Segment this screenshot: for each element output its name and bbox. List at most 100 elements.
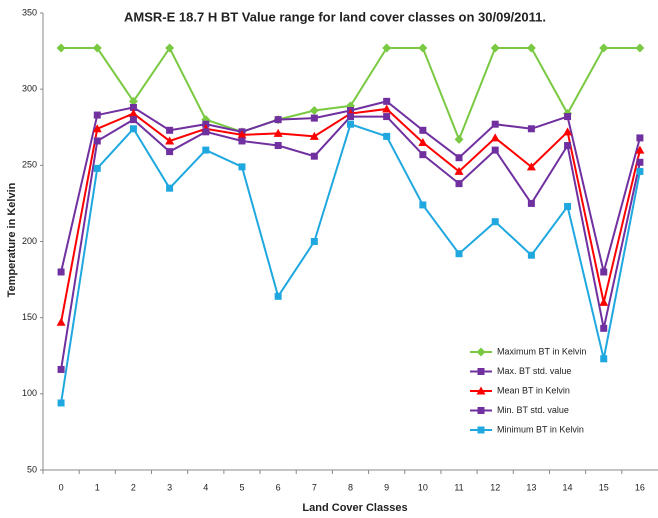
y-tick-label: 150 (22, 312, 37, 322)
point (128, 109, 138, 118)
point (383, 97, 391, 105)
point (477, 368, 485, 375)
point (309, 131, 319, 140)
x-tick-label: 9 (384, 482, 389, 492)
point (57, 399, 65, 407)
point (202, 120, 210, 128)
point (491, 218, 499, 226)
point (202, 146, 210, 154)
x-tick-label: 4 (203, 482, 208, 492)
point (526, 43, 536, 53)
point (476, 386, 486, 395)
point (491, 146, 499, 154)
legend-label: Mean BT in Kelvin (497, 385, 570, 395)
point (599, 297, 609, 306)
point (129, 125, 137, 133)
x-tick-label: 12 (490, 482, 500, 492)
point (93, 164, 101, 172)
legend-label: Maximum BT in Kelvin (497, 346, 586, 356)
point (273, 128, 283, 137)
point (600, 355, 608, 363)
x-tick-label: 10 (418, 482, 428, 492)
x-tick-label: 15 (599, 482, 609, 492)
point (383, 132, 391, 140)
point (129, 103, 137, 111)
x-tick-label: 11 (454, 482, 463, 492)
point (309, 105, 319, 115)
point (454, 166, 464, 175)
point (455, 250, 463, 258)
point (128, 96, 138, 106)
point (274, 116, 282, 124)
point (238, 137, 246, 145)
y-tick-label: 300 (22, 84, 37, 94)
series-line (60, 122, 641, 404)
point (165, 43, 175, 53)
point (310, 238, 318, 245)
point (476, 347, 486, 357)
point (57, 365, 65, 373)
point (490, 133, 500, 142)
point (129, 116, 137, 124)
point (57, 268, 65, 276)
point (310, 114, 318, 122)
point (93, 111, 101, 119)
y-tick-label: 100 (22, 388, 37, 398)
series-line (60, 115, 641, 370)
point (166, 126, 174, 134)
x-tick-label: 2 (131, 482, 136, 492)
legend-label: Minimum BT in Kelvin (497, 424, 584, 434)
y-tick-label: 200 (22, 236, 37, 246)
point (636, 134, 644, 142)
legend-label: Max. BT std. value (497, 366, 571, 376)
point (454, 134, 464, 144)
y-tick-label: 250 (22, 160, 37, 170)
point (418, 137, 428, 146)
x-tick-label: 7 (312, 482, 317, 492)
point (310, 152, 318, 160)
legend-label: Min. BT std. value (497, 405, 569, 415)
point (527, 251, 535, 259)
point (166, 184, 174, 192)
point (477, 407, 485, 414)
y-tick-label: 50 (27, 464, 37, 474)
point (238, 163, 246, 171)
point (347, 120, 354, 128)
point (93, 137, 101, 145)
point (419, 126, 427, 134)
x-tick-label: 13 (526, 482, 536, 492)
point (455, 180, 463, 188)
x-tick-label: 6 (276, 482, 281, 492)
point (56, 43, 66, 53)
point (564, 113, 572, 121)
x-tick-label: 0 (59, 482, 64, 492)
point (56, 317, 66, 326)
point (92, 124, 102, 133)
point (165, 136, 175, 145)
point (600, 324, 608, 332)
x-axis-title: Land Cover Classes (302, 502, 407, 514)
point (418, 43, 428, 53)
point (600, 268, 608, 276)
series-line (60, 107, 641, 323)
point (564, 142, 572, 150)
point (383, 113, 391, 121)
point (635, 43, 645, 53)
point (635, 145, 645, 154)
point (636, 167, 644, 175)
point (564, 202, 572, 210)
y-tick-label: 350 (22, 7, 37, 17)
point (477, 426, 485, 434)
point (237, 130, 247, 139)
point (636, 158, 644, 166)
point (202, 128, 210, 136)
point (527, 199, 535, 207)
point (526, 162, 536, 171)
point (382, 43, 392, 53)
chart-title: AMSR-E 18.7 H BT Value range for land co… (124, 9, 546, 24)
x-tick-label: 5 (239, 482, 244, 492)
x-tick-label: 14 (563, 482, 573, 492)
point (347, 113, 354, 121)
point (92, 43, 102, 53)
